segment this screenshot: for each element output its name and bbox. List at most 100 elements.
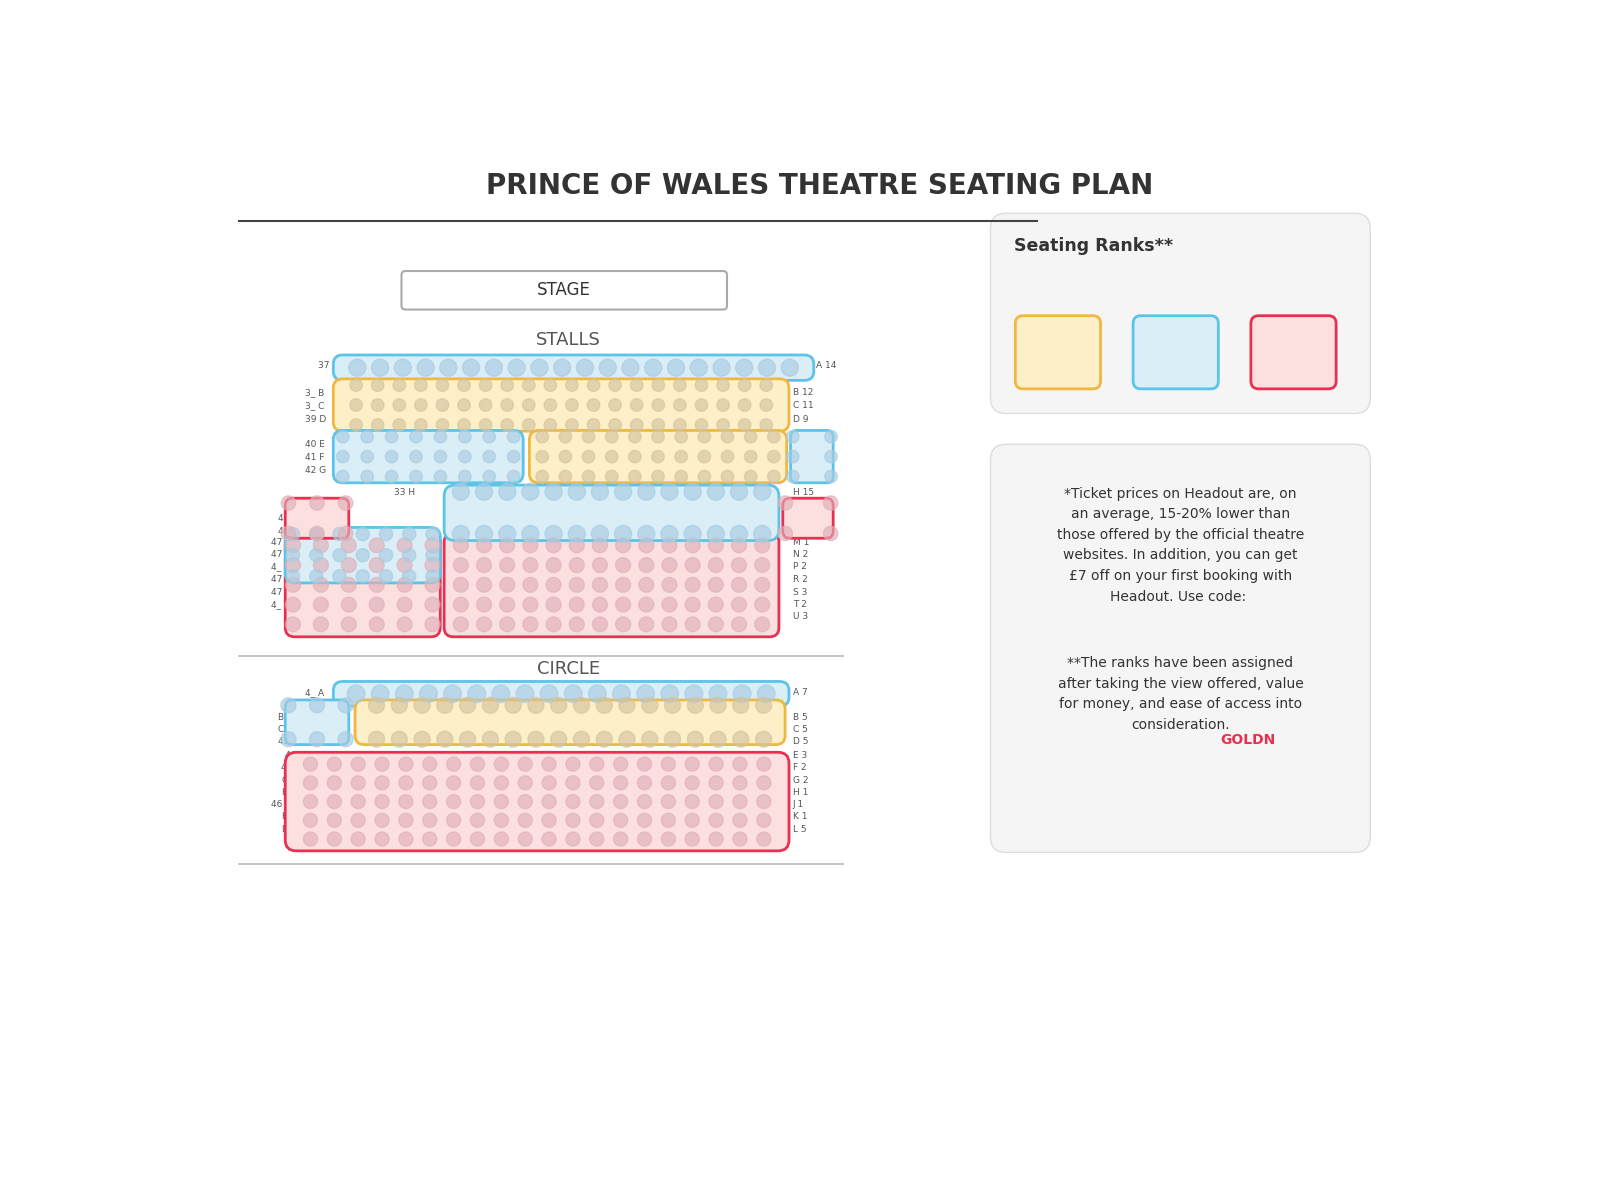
FancyBboxPatch shape <box>285 528 440 583</box>
Circle shape <box>477 538 491 553</box>
Text: T 2: T 2 <box>794 600 806 608</box>
Circle shape <box>528 697 544 713</box>
Circle shape <box>758 359 776 377</box>
Circle shape <box>576 359 594 377</box>
Text: K: K <box>282 812 288 822</box>
Circle shape <box>350 757 365 772</box>
Circle shape <box>386 470 398 482</box>
Circle shape <box>566 794 581 809</box>
Circle shape <box>653 379 664 391</box>
Circle shape <box>414 731 430 748</box>
Circle shape <box>410 431 422 443</box>
Circle shape <box>605 431 618 443</box>
Text: 4_ A: 4_ A <box>304 688 323 697</box>
Circle shape <box>566 814 581 827</box>
Circle shape <box>787 431 798 443</box>
Circle shape <box>768 450 781 463</box>
Circle shape <box>731 538 747 553</box>
FancyBboxPatch shape <box>1251 316 1336 389</box>
FancyBboxPatch shape <box>530 431 787 482</box>
Circle shape <box>341 598 357 612</box>
Circle shape <box>453 617 469 631</box>
Circle shape <box>304 794 317 809</box>
Circle shape <box>619 731 635 748</box>
Circle shape <box>570 617 584 631</box>
Circle shape <box>437 419 448 431</box>
Circle shape <box>494 814 509 827</box>
Circle shape <box>414 398 427 412</box>
Circle shape <box>558 470 571 482</box>
Circle shape <box>499 526 515 542</box>
Circle shape <box>304 776 317 790</box>
Circle shape <box>370 538 384 553</box>
Circle shape <box>368 697 384 713</box>
Circle shape <box>310 527 325 540</box>
Circle shape <box>610 379 621 391</box>
Circle shape <box>362 431 373 443</box>
Circle shape <box>709 558 723 572</box>
Circle shape <box>675 470 688 482</box>
Circle shape <box>613 794 627 809</box>
FancyBboxPatch shape <box>990 444 1370 852</box>
Circle shape <box>470 776 485 790</box>
Circle shape <box>386 431 398 443</box>
Circle shape <box>414 379 427 391</box>
Circle shape <box>568 526 586 542</box>
Circle shape <box>480 419 491 431</box>
Text: N 2: N 2 <box>794 550 808 559</box>
Circle shape <box>338 697 354 713</box>
Circle shape <box>755 697 771 713</box>
Circle shape <box>592 617 608 631</box>
Circle shape <box>653 398 664 412</box>
Circle shape <box>314 617 328 631</box>
Circle shape <box>282 496 296 510</box>
Circle shape <box>499 617 515 631</box>
Circle shape <box>651 450 664 463</box>
Circle shape <box>370 558 384 572</box>
Circle shape <box>285 577 301 593</box>
Circle shape <box>499 484 515 500</box>
Circle shape <box>675 450 688 463</box>
Circle shape <box>440 359 458 377</box>
Circle shape <box>523 379 534 391</box>
Circle shape <box>336 450 349 463</box>
Circle shape <box>661 814 675 827</box>
Text: F 7: F 7 <box>794 452 806 462</box>
Circle shape <box>642 731 658 748</box>
Circle shape <box>507 470 520 482</box>
Circle shape <box>459 431 470 443</box>
Circle shape <box>760 398 773 412</box>
Circle shape <box>733 814 747 827</box>
Circle shape <box>350 794 365 809</box>
Circle shape <box>480 379 491 391</box>
Circle shape <box>309 697 325 713</box>
Circle shape <box>453 558 469 572</box>
Circle shape <box>499 538 515 553</box>
Circle shape <box>709 685 726 702</box>
Circle shape <box>392 697 408 713</box>
Circle shape <box>630 419 643 431</box>
Text: STALLS: STALLS <box>536 331 600 349</box>
Circle shape <box>685 685 702 702</box>
Circle shape <box>434 450 446 463</box>
Circle shape <box>566 776 581 790</box>
Circle shape <box>333 528 346 541</box>
Circle shape <box>426 598 440 612</box>
Circle shape <box>350 814 365 827</box>
Text: 42 G: 42 G <box>304 466 326 475</box>
Circle shape <box>518 794 533 809</box>
Text: CIRCLE: CIRCLE <box>536 660 600 678</box>
Circle shape <box>285 617 301 631</box>
Circle shape <box>395 685 413 702</box>
Circle shape <box>437 697 453 713</box>
Circle shape <box>757 832 771 846</box>
Circle shape <box>582 450 595 463</box>
Circle shape <box>731 558 747 572</box>
Circle shape <box>566 832 581 846</box>
Circle shape <box>485 359 502 377</box>
Text: C 11: C 11 <box>794 401 813 410</box>
Circle shape <box>638 484 654 500</box>
Circle shape <box>662 577 677 593</box>
Circle shape <box>714 359 730 377</box>
Circle shape <box>619 697 635 713</box>
